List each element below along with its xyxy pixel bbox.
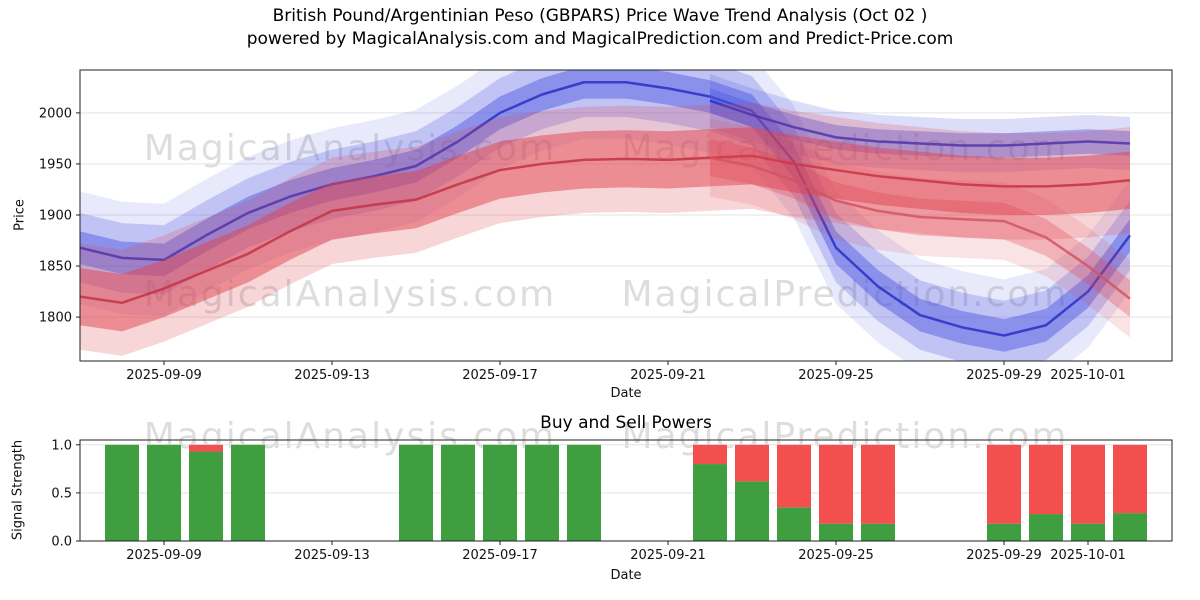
price-x-tick-label: 2025-09-17 <box>462 368 538 383</box>
series-red-secondary <box>709 119 1131 338</box>
price-x-tick-label: 2025-10-01 <box>1050 368 1126 383</box>
price-y-tick-label: 1950 <box>39 157 72 172</box>
price-y-tick-label: 1800 <box>39 311 72 326</box>
sell-bar-segment <box>1113 444 1147 514</box>
date-axis-label-top: Date <box>610 386 642 401</box>
buy-bar-segment <box>735 481 769 541</box>
price-y-tick-label: 1900 <box>39 208 72 223</box>
buy-bar-segment <box>777 507 811 541</box>
power-x-tick-label: 2025-09-29 <box>966 548 1042 563</box>
price-x-tick-label: 2025-09-25 <box>798 368 874 383</box>
buy-bar-segment <box>987 523 1021 541</box>
sell-bar-segment <box>189 444 223 452</box>
signal-bar <box>441 444 475 541</box>
price-x-tick-label: 2025-09-09 <box>126 368 202 383</box>
blue-uptrend-band-2 <box>80 70 1130 361</box>
blue-uptrend-band-1 <box>80 70 1130 361</box>
buy-bar-segment <box>525 444 559 541</box>
buy-bar-segment <box>1029 514 1063 541</box>
bar-chart-title: Buy and Sell Powers <box>540 413 712 433</box>
power-x-tick-label: 2025-09-21 <box>630 548 706 563</box>
buy-bar-segment <box>1071 523 1105 541</box>
buy-bar-segment <box>189 451 223 541</box>
price-x-tick-label: 2025-09-13 <box>294 368 370 383</box>
buy-bar-segment <box>819 523 853 541</box>
power-plot-frame <box>79 439 1173 542</box>
price-x-ticks: 2025-09-09 2025-09-13 2025-09-17 2025-09-21… <box>126 361 1126 383</box>
buy-bar-segment <box>567 444 601 541</box>
page-title: British Pound/Argentinian Peso (GBPARS) … <box>272 6 928 26</box>
power-x-tick-label: 2025-10-01 <box>1050 548 1126 563</box>
sell-bar-segment <box>1029 444 1063 515</box>
series-red-main <box>80 102 1131 356</box>
power-bars-group <box>105 444 1147 541</box>
power-y-ticks: 0.0 0.5 1.0 <box>51 438 80 550</box>
signal-axis-label: Signal Strength <box>10 439 26 541</box>
blue-flat-centerline <box>709 99 1131 147</box>
power-y-tick-label: 1.0 <box>51 438 72 453</box>
red-secondary-band-1 <box>710 119 1130 338</box>
red-secondary-band-0 <box>710 139 1130 318</box>
signal-bar <box>399 444 433 541</box>
sell-bar-segment <box>819 444 853 524</box>
signal-bar <box>861 444 895 541</box>
buy-bar-segment <box>399 444 433 541</box>
date-axis-label-bottom: Date <box>610 568 642 583</box>
sell-bar-segment <box>987 444 1021 524</box>
power-x-ticks: 2025-09-09 2025-09-13 2025-09-17 2025-09-21… <box>126 541 1126 563</box>
page-subtitle: powered by MagicalAnalysis.com and Magic… <box>246 29 954 49</box>
buy-bar-segment <box>483 444 517 541</box>
series-blue-uptrend <box>80 70 1132 361</box>
signal-bar <box>735 444 769 541</box>
price-x-tick-label: 2025-09-29 <box>966 368 1042 383</box>
signal-bar <box>987 444 1021 541</box>
price-x-tick-label: 2025-09-21 <box>630 368 706 383</box>
buy-bar-segment <box>441 444 475 541</box>
buy-bar-segment <box>231 444 265 541</box>
signal-bar <box>483 444 517 541</box>
sell-bar-segment <box>693 444 727 465</box>
blue-uptrend-band-0 <box>80 70 1130 352</box>
signal-bar <box>1113 444 1147 541</box>
sell-bar-segment <box>777 444 811 508</box>
sell-bar-segment <box>735 444 769 482</box>
power-y-tick-label: 0.0 <box>51 535 72 550</box>
buy-bar-segment <box>147 444 181 541</box>
buy-bar-segment <box>693 464 727 541</box>
power-y-tick-label: 0.5 <box>51 486 72 501</box>
buy-bar-segment <box>105 444 139 541</box>
price-plot-frame <box>79 69 1173 362</box>
signal-bar <box>147 444 181 541</box>
blue-uptrend-centerline <box>80 81 1132 337</box>
sell-bar-segment <box>861 444 895 524</box>
signal-bar <box>819 444 853 541</box>
signal-bar <box>777 444 811 541</box>
signal-bar <box>189 444 223 541</box>
price-axis-label: Price <box>12 199 28 231</box>
power-x-tick-label: 2025-09-13 <box>294 548 370 563</box>
buy-bar-segment <box>1113 513 1147 541</box>
signal-bar <box>525 444 559 541</box>
power-x-tick-label: 2025-09-09 <box>126 548 202 563</box>
signal-bar <box>1029 444 1063 541</box>
red-main-centerline <box>80 154 1131 305</box>
power-x-tick-label: 2025-09-25 <box>798 548 874 563</box>
buy-bar-segment <box>861 523 895 541</box>
sell-bar-segment <box>1071 444 1105 524</box>
signal-bar <box>1071 444 1105 541</box>
price-series-group <box>80 70 1132 361</box>
power-x-tick-label: 2025-09-17 <box>462 548 538 563</box>
signal-bar <box>693 444 727 541</box>
signal-bar <box>567 444 601 541</box>
red-main-band-0 <box>80 127 1130 332</box>
signal-bar <box>105 444 139 541</box>
signal-bar <box>231 444 265 541</box>
red-secondary-centerline <box>709 156 1131 300</box>
price-y-ticks: 1800 1850 1900 1950 2000 <box>39 106 80 326</box>
price-y-tick-label: 1850 <box>39 260 72 275</box>
price-y-tick-label: 2000 <box>39 106 72 121</box>
